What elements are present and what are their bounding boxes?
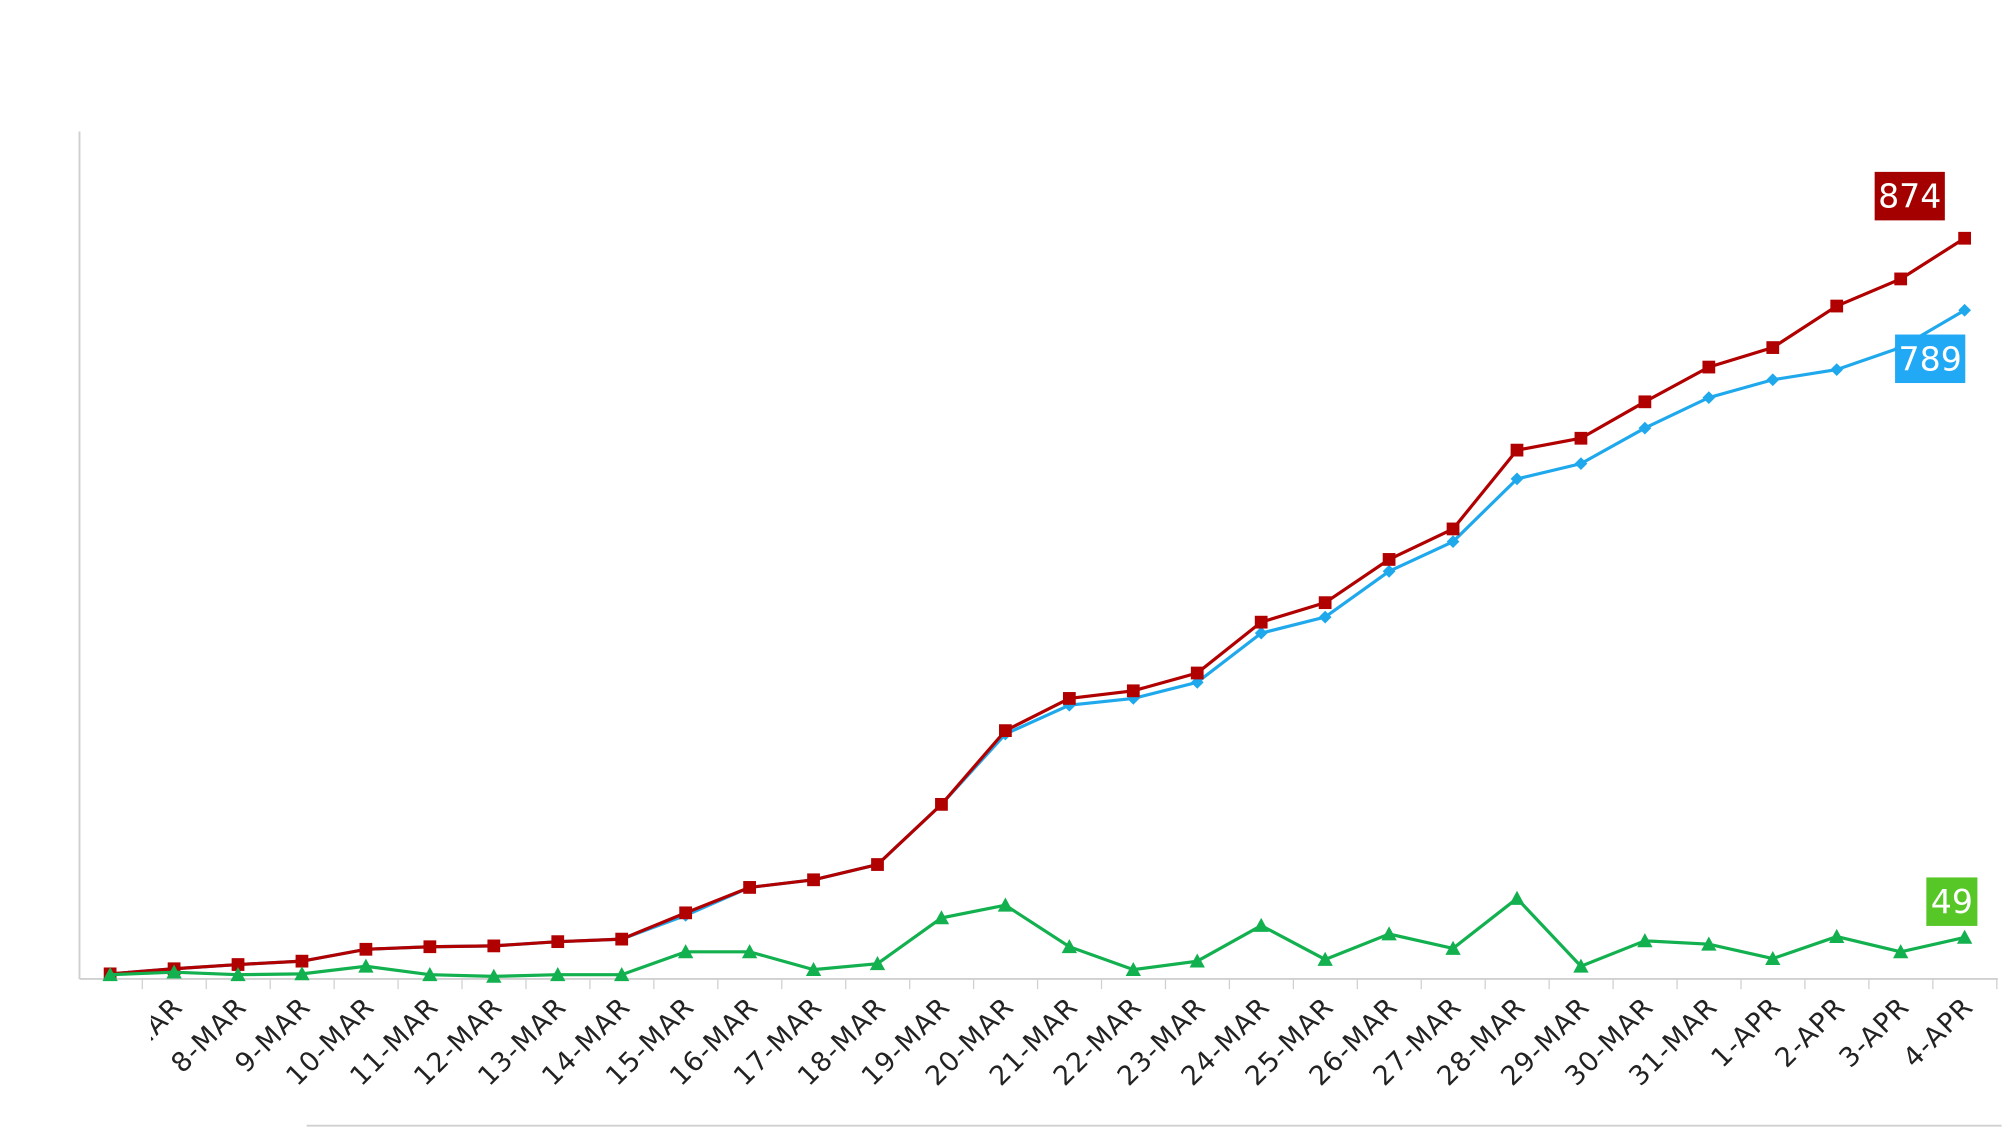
marker	[1445, 940, 1461, 955]
marker	[1958, 303, 1972, 317]
marker	[486, 968, 502, 983]
marker	[1638, 395, 1652, 409]
x-tick-label: 4-APR	[1897, 991, 1979, 1073]
value-label: 874	[1878, 177, 1941, 216]
series-line	[109, 236, 1966, 976]
marker	[1574, 431, 1588, 445]
marker	[1382, 553, 1396, 566]
x-tick-label: 1-APR	[1705, 991, 1787, 1073]
marker	[807, 873, 820, 887]
marker	[102, 967, 118, 982]
marker	[1190, 666, 1204, 680]
marker	[997, 897, 1014, 912]
marker	[1254, 615, 1268, 629]
marker	[1317, 951, 1333, 966]
marker	[1573, 958, 1589, 973]
value-label: 49	[1931, 882, 1973, 921]
marker	[295, 954, 309, 968]
marker	[1510, 472, 1524, 486]
marker	[423, 940, 437, 954]
marker	[1574, 457, 1588, 471]
x-labels: 7-MAR8-MAR9-MAR10-MAR11-MAR12-MAR13-MAR1…	[151, 991, 1980, 1092]
marker	[551, 935, 565, 949]
marker	[359, 942, 373, 956]
marker	[1446, 522, 1460, 536]
marker	[1062, 692, 1076, 705]
marker	[1766, 341, 1780, 354]
marker	[1637, 933, 1653, 948]
marker	[935, 797, 948, 811]
marker	[1061, 939, 1078, 954]
series-line	[110, 896, 1965, 978]
marker	[869, 956, 886, 971]
marker	[1894, 272, 1908, 286]
marker	[743, 881, 756, 894]
marker	[1702, 360, 1716, 374]
marker	[1830, 363, 1844, 376]
x-tick-label: 2-APR	[1769, 991, 1851, 1073]
marker	[1638, 421, 1652, 435]
series-line	[109, 308, 1966, 976]
marker	[1509, 890, 1525, 905]
marker	[615, 932, 629, 946]
marker	[1829, 928, 1845, 943]
marker	[1381, 926, 1397, 941]
marker	[1189, 953, 1205, 968]
marker	[871, 858, 884, 871]
marker	[805, 961, 822, 977]
marker	[1766, 373, 1780, 387]
value-label-box	[1874, 171, 1945, 221]
value-label-box	[1926, 877, 1978, 926]
value-label-box	[1895, 334, 1966, 384]
marker	[422, 967, 438, 982]
marker	[550, 967, 566, 982]
marker	[1765, 950, 1781, 965]
marker	[741, 944, 758, 959]
marker	[933, 910, 950, 925]
marker	[1253, 917, 1269, 932]
marker	[1702, 391, 1716, 404]
marker	[1510, 443, 1524, 457]
marker	[678, 944, 694, 959]
marker	[1893, 944, 1909, 959]
marker	[1830, 299, 1844, 313]
x-tick-label: 3-APR	[1833, 991, 1915, 1073]
marker	[1125, 961, 1141, 977]
value-label: 789	[1899, 339, 1962, 378]
marker	[230, 967, 246, 982]
marker	[1701, 936, 1717, 951]
marker	[1318, 596, 1332, 610]
marker	[1126, 684, 1140, 698]
marker	[487, 939, 501, 953]
marker	[294, 966, 310, 981]
marker	[1958, 231, 1972, 245]
marker	[999, 724, 1012, 738]
marker	[679, 906, 693, 920]
marker	[1956, 929, 1973, 944]
marker	[358, 958, 374, 973]
marker	[231, 958, 245, 971]
marker	[614, 967, 630, 982]
marker	[166, 964, 182, 979]
marker	[1382, 564, 1396, 578]
